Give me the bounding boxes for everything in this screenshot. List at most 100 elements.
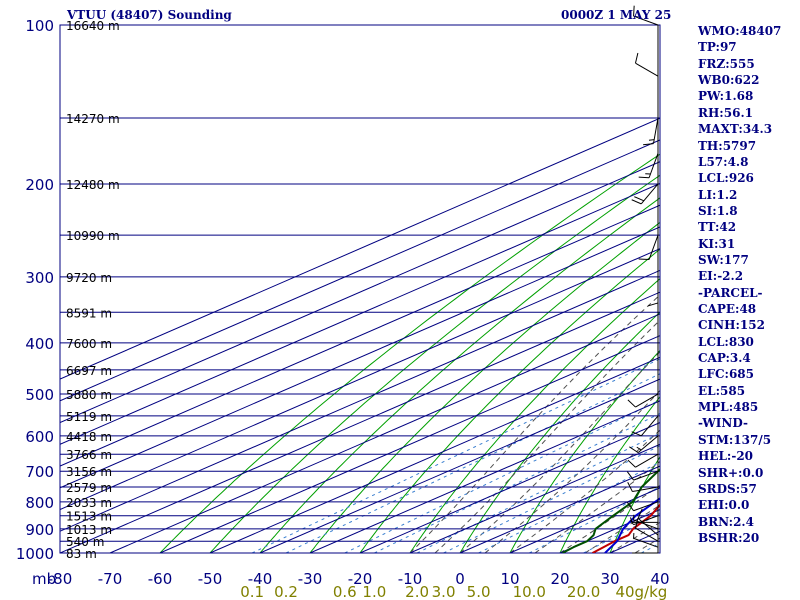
height-label: 83 m xyxy=(66,547,97,561)
pressure-tick-label: 900 xyxy=(25,521,54,539)
isotherm xyxy=(60,117,660,380)
index-item: SI:1.8 xyxy=(698,203,738,218)
index-item: L57:4.8 xyxy=(698,154,749,169)
wind-barb xyxy=(633,514,659,530)
mixing-ratio-axis: 0.1 0.2 0.6 1.0 2.0 3.0 5.0 10.0 20.0 40g/kg xyxy=(240,583,667,600)
profile-series xyxy=(562,468,660,553)
height-label: 7600 m xyxy=(66,337,112,351)
wind-barb-half-feather xyxy=(648,139,655,141)
temperature-tick-label: 20 xyxy=(550,570,569,588)
index-item: BRN:2.4 xyxy=(698,514,754,529)
isotherm xyxy=(60,291,660,553)
wind-barb-feather xyxy=(638,176,650,179)
wind-barb-staff xyxy=(633,470,659,481)
pressure-tick-label: 700 xyxy=(25,463,54,481)
wind-barb-staff xyxy=(635,393,659,408)
temperature-tick-label: -80 xyxy=(48,570,73,588)
wind-barb-staff xyxy=(633,519,659,530)
temperature-tick-label: 30 xyxy=(600,570,619,588)
wind-barbs xyxy=(626,5,659,554)
index-item: EL:585 xyxy=(698,383,746,398)
dry-adiabat xyxy=(559,396,660,553)
wind-barb xyxy=(638,234,659,261)
temperature-tick-label: -30 xyxy=(298,570,323,588)
wind-barb xyxy=(633,533,659,548)
mixing-ratio-label: 0.1 xyxy=(240,583,264,600)
mixing-ratio-label: 5.0 xyxy=(467,583,491,600)
temperature-tick-label: -20 xyxy=(348,570,373,588)
wind-barb-staff xyxy=(635,62,659,77)
wind-barb-staff xyxy=(633,515,659,526)
dry-adiabat xyxy=(760,25,800,553)
index-item: CINH:152 xyxy=(698,318,765,333)
pressure-tick-label: 500 xyxy=(25,386,54,404)
height-label: 5119 m xyxy=(66,410,112,424)
index-item: TT:42 xyxy=(698,220,737,235)
pressure-axis: 100 200 300 400 500 600 700 800 900 1000 xyxy=(16,17,54,563)
height-label: 5880 m xyxy=(66,388,112,402)
moist-adiabat xyxy=(409,294,660,553)
index-item: MAXT:34.3 xyxy=(698,122,773,137)
isotherm xyxy=(259,378,660,553)
index-item: BSHR:20 xyxy=(698,530,760,545)
wind-barb-feather xyxy=(638,258,650,261)
height-label: 4418 m xyxy=(66,430,112,444)
index-item: WMO:48407 xyxy=(698,24,782,38)
mixing-ratio-label: 20.0 xyxy=(567,583,600,600)
wind-barb-feather xyxy=(631,199,642,205)
mixing-ratio-line xyxy=(583,513,660,553)
height-label: 1513 m xyxy=(66,510,112,524)
isotherm xyxy=(60,248,660,511)
wind-barb-feather xyxy=(634,196,645,202)
wind-barb-feather xyxy=(626,471,634,481)
temperature-tick-label: -60 xyxy=(148,570,173,588)
wind-barb-staff xyxy=(633,15,659,26)
height-label: 3766 m xyxy=(66,448,112,462)
index-item: TP:97 xyxy=(698,40,737,55)
station-title: VTUU (48407) Sounding xyxy=(67,8,232,22)
mixing-ratio-label: 0.6 xyxy=(333,583,357,600)
pressure-tick-label: 300 xyxy=(25,269,54,287)
wind-barb xyxy=(630,515,659,526)
dewpoint-profile xyxy=(562,468,660,553)
wind-barb xyxy=(638,153,659,179)
pressure-unit-label: mb xyxy=(32,570,56,588)
wind-barb xyxy=(627,453,659,468)
wind-barb-feather xyxy=(643,143,654,146)
index-item: LCL:926 xyxy=(698,171,754,186)
index-item: LI:1.2 xyxy=(698,187,738,202)
wind-barb-staff xyxy=(637,518,659,536)
parcel-profile xyxy=(604,497,660,553)
index-item: MPL:485 xyxy=(698,400,759,415)
temperature-profile xyxy=(592,503,660,553)
moist-adiabat xyxy=(534,460,660,553)
height-label: 1013 m xyxy=(66,523,112,537)
valid-time: 0000Z 1 MAY 25 xyxy=(561,8,672,22)
isobars xyxy=(59,24,661,554)
isotherm xyxy=(159,335,660,553)
wind-barb xyxy=(634,52,659,77)
isotherm xyxy=(559,508,660,553)
isotherm xyxy=(60,161,660,424)
height-label: 12480 m xyxy=(66,178,120,192)
wind-barb-staff xyxy=(640,183,659,205)
index-item: LCL:830 xyxy=(698,334,754,349)
isotherm xyxy=(60,182,660,445)
height-label: 16640 m xyxy=(66,19,120,33)
wind-barb-staff xyxy=(637,435,659,453)
pressure-tick-label: 1000 xyxy=(16,545,54,563)
index-item: KI:31 xyxy=(698,236,736,251)
moist-adiabat xyxy=(509,429,660,553)
index-item: LFC:685 xyxy=(698,367,754,382)
wind-barb-feather xyxy=(633,5,635,17)
moist-adiabat xyxy=(559,484,660,553)
wind-barb-staff xyxy=(632,486,659,493)
wind-barb xyxy=(627,393,659,408)
height-label: 10990 m xyxy=(66,229,120,243)
index-item: SW:177 xyxy=(698,252,749,267)
mixing-ratio-label: 1.0 xyxy=(362,583,386,600)
wind-barb-feather xyxy=(637,508,643,519)
wind-barb-staff xyxy=(633,501,659,512)
wind-barb-feather xyxy=(631,431,642,437)
